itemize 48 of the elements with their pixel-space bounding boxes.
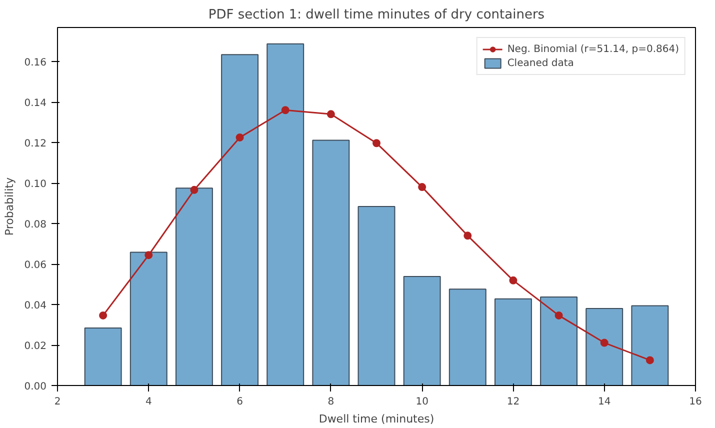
chart-title: PDF section 1: dwell time minutes of dry containers xyxy=(208,8,545,22)
point xyxy=(646,356,654,364)
legend-label: Neg. Binomial (r=51.14, p=0.864) xyxy=(507,44,679,54)
bar xyxy=(84,327,122,386)
point xyxy=(99,311,108,320)
point xyxy=(600,338,608,347)
bar xyxy=(586,308,624,386)
point xyxy=(144,251,153,260)
bar xyxy=(312,140,350,386)
bar xyxy=(266,43,304,386)
point xyxy=(372,139,380,148)
bar xyxy=(631,305,669,386)
point xyxy=(326,110,335,118)
point xyxy=(281,106,290,114)
y-tick-label: 0.16 xyxy=(24,58,46,69)
bar xyxy=(540,296,578,386)
bar xyxy=(403,276,441,386)
bar xyxy=(494,298,532,386)
bar xyxy=(221,54,259,386)
y-tick-label: 0.10 xyxy=(24,179,46,190)
bar xyxy=(358,206,396,386)
point xyxy=(509,276,518,284)
legend-label: Cleaned data xyxy=(507,58,574,68)
x-tick-label: 2 xyxy=(54,396,61,408)
y-tick-label: 0.12 xyxy=(24,138,46,150)
y-tick-label: 0.14 xyxy=(24,98,46,110)
x-axis-title: Dwell time (minutes) xyxy=(318,412,434,426)
x-tick-label: 12 xyxy=(506,396,520,408)
point xyxy=(190,186,198,194)
point xyxy=(464,232,472,240)
y-tick-label: 0.04 xyxy=(24,300,46,312)
x-tick-label: 10 xyxy=(416,396,428,408)
y-tick-label: 0.06 xyxy=(24,260,46,272)
x-tick-label: 6 xyxy=(236,396,243,408)
point xyxy=(418,183,426,192)
x-tick-label: 4 xyxy=(145,396,152,408)
y-tick-label: 0.00 xyxy=(24,382,46,392)
x-tick-label: 14 xyxy=(598,396,611,408)
y-tick-label: 0.02 xyxy=(24,341,46,352)
y-tick-label: 0.08 xyxy=(24,220,46,231)
bar xyxy=(448,288,486,386)
point xyxy=(554,311,563,320)
x-tick-label: 8 xyxy=(328,396,334,408)
y-axis-title: Probability xyxy=(3,176,16,236)
bar xyxy=(130,252,168,386)
x-tick-label: 16 xyxy=(689,396,702,408)
point xyxy=(236,133,244,142)
bar xyxy=(175,188,213,386)
